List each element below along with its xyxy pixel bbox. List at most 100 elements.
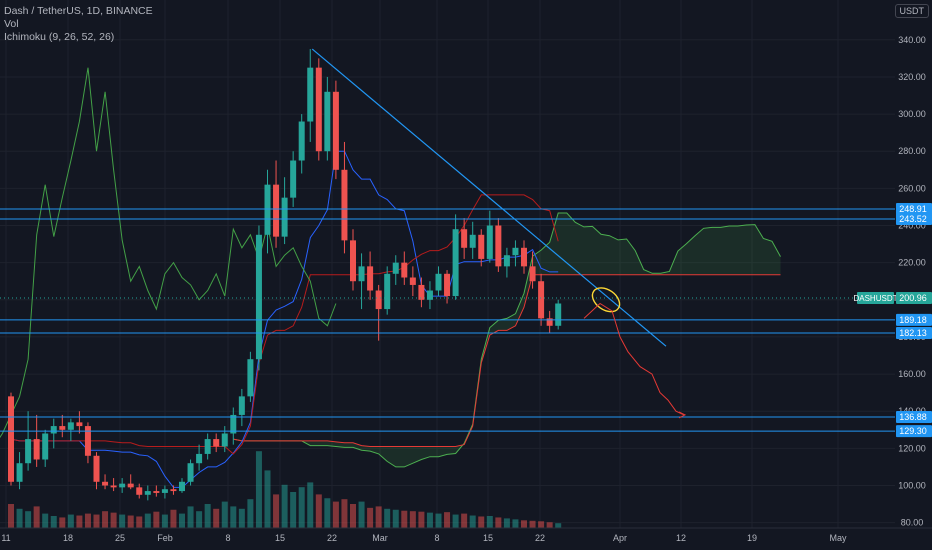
volume-bar [196,511,203,528]
volume-bar [67,514,74,528]
volume-bar [136,516,143,528]
time-axis-bg [0,528,932,550]
volume-bar [384,508,391,528]
price-tick-label: 100.00 [898,481,926,491]
volume-bar [42,513,49,528]
candle-body [367,266,374,291]
candle [529,251,536,289]
volume-bar [350,504,356,528]
lead-line-a [233,212,781,468]
symbol-title[interactable]: Dash / TetherUS, 1D, BINANCE [4,5,153,17]
descending-trendline [311,48,667,347]
candle-body [136,487,143,495]
volume-bar [238,508,245,528]
candle-body [179,481,185,492]
candle [444,270,451,304]
candle-body [50,426,57,434]
candle [247,351,254,402]
candle [42,429,49,467]
volume-bar [529,520,536,528]
candle [179,478,185,493]
price-level-value: 248.91 [899,204,927,214]
candle-body [204,439,211,454]
volume-bar [521,520,527,528]
candle-body [127,483,134,488]
candle [401,251,408,285]
candle [84,422,91,464]
currency-button[interactable]: USDT [894,4,929,18]
volume-bar [555,523,562,528]
volume-bar [375,506,382,528]
time-tick-label: 8 [225,533,230,543]
volume-bar [16,508,23,528]
candle-body [238,396,245,415]
time-axis[interactable]: 11 18 25 Feb 8 15 22 Mar 8 15 22 Apr 12 19 May [0,527,932,550]
candle [144,485,151,501]
candle-body [332,91,339,170]
candle-body [110,485,117,488]
price-level-badge-bg [896,425,932,438]
price-level-value: 182.13 [899,328,927,338]
volume-bar [204,504,211,528]
candle [25,411,32,471]
volume-bar [76,515,83,528]
time-tick-label: 18 [63,533,73,543]
candle [59,414,66,438]
candle-body [273,184,280,237]
volume-bar [213,508,220,528]
ichimoku-indicator-label[interactable]: Ichimoku (9, 26, 52, 26) [4,31,115,43]
price-axis[interactable]: 80.00100.00120.00140.00160.00180.00200.0… [853,0,932,550]
candle-body [324,91,331,152]
candle-body [401,262,408,278]
highlight-ellipse [591,287,621,313]
price-axis-bg [895,0,932,550]
volume-indicator-label[interactable]: Vol [4,18,19,30]
candle [264,169,271,254]
candle-body [350,240,356,282]
candle [119,478,126,493]
volume-bar [298,487,305,528]
candle-body [435,273,442,291]
candle [512,240,519,267]
volume-bar [512,519,519,528]
candle [324,76,331,161]
time-tick-label: 19 [747,533,757,543]
volume-bar [170,509,177,528]
candle-body [375,290,382,310]
volume-bar [119,514,126,528]
volume-bar [247,499,254,528]
candle [196,444,203,471]
candle [495,218,502,272]
projection-arrow [678,411,687,419]
volume-bar [503,518,510,528]
volume-bar [144,513,151,528]
volume-bar [8,504,14,528]
candle-body [512,247,519,256]
candle-body [161,489,168,493]
price-levels [0,208,895,432]
trendline-annotations [311,48,687,419]
candle [221,426,228,453]
volume-bar [25,511,32,528]
candle [341,141,348,254]
candle-body [392,262,399,274]
price-level-badge-bg [896,411,932,424]
candle [238,388,245,427]
candle [290,151,297,207]
candle [426,281,433,310]
chart-grid [0,0,895,528]
candle [298,114,305,174]
volume-bar [255,451,262,528]
candle [67,418,74,441]
candle-body [76,422,83,427]
price-tick-label: 160.00 [898,369,926,379]
volume-bar [50,516,57,528]
candle [50,418,57,449]
candle-body [42,433,49,460]
candle [418,277,425,308]
candle-body [469,234,476,248]
chart-legend: Dash / TetherUS, 1D, BINANCE Vol Ichimok… [4,5,153,44]
candle-body [478,234,485,259]
base-line [10,194,559,455]
